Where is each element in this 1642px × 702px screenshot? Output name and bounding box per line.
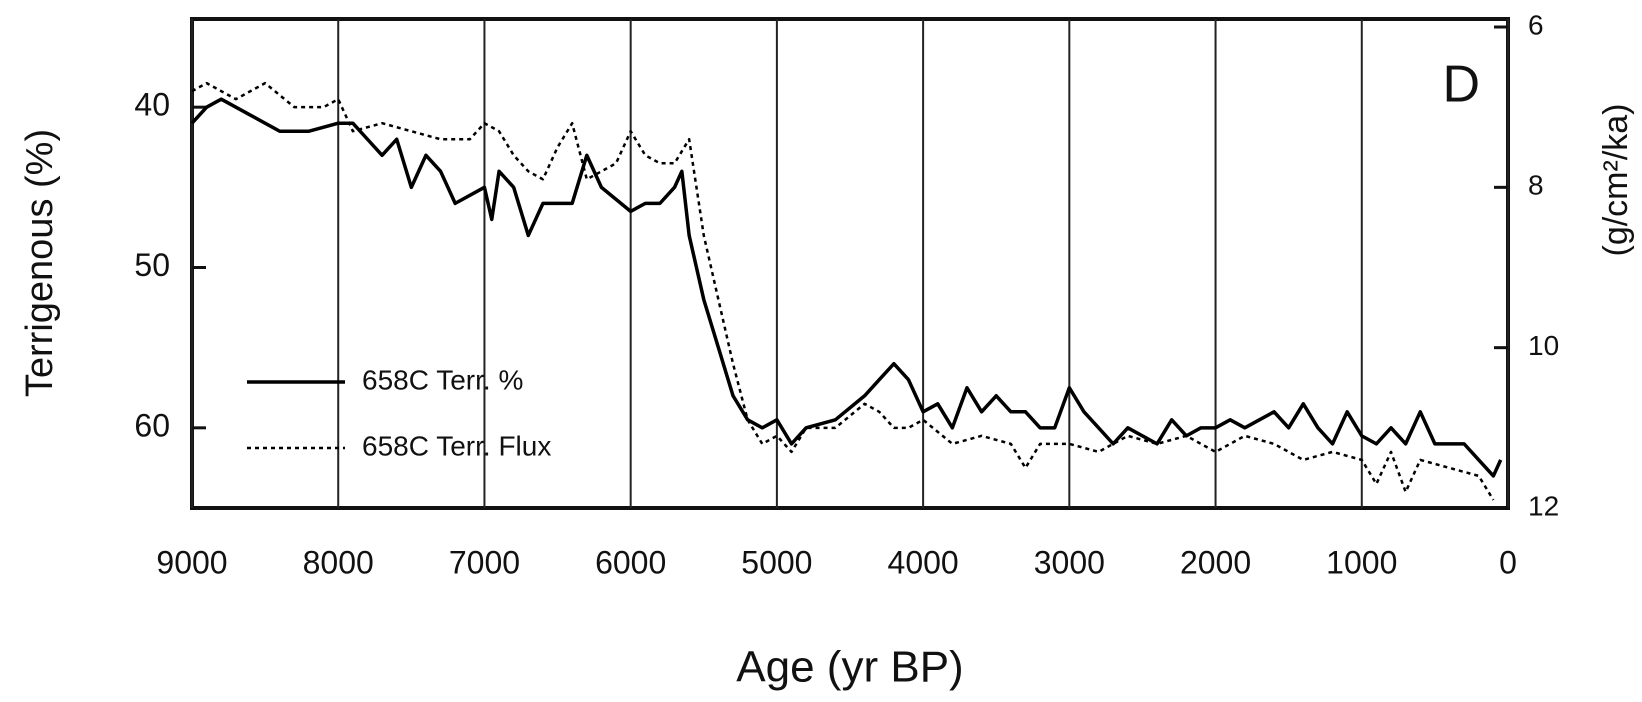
y2-tick-label: 10	[1528, 330, 1559, 361]
x-tick-label: 7000	[449, 544, 520, 580]
legend-label: 658C Terr. Flux	[362, 430, 551, 461]
x-tick-label: 9000	[156, 544, 227, 580]
x-tick-label: 1000	[1326, 544, 1397, 580]
y-tick-label: 40	[134, 87, 170, 123]
x-tick-label: 2000	[1180, 544, 1251, 580]
x-tick-label: 8000	[303, 544, 374, 580]
legend-label: 658C Terr. %	[362, 364, 523, 395]
panel-label: D	[1442, 56, 1480, 114]
x-tick-label: 3000	[1034, 544, 1105, 580]
series-line	[191, 81, 1495, 501]
x-tick-label: 4000	[888, 544, 959, 580]
y-tick-label: 60	[134, 407, 170, 443]
y2-tick-label: 6	[1528, 9, 1544, 40]
series-line	[190, 97, 1503, 478]
y-axis-title: Terrigenous (%)	[19, 129, 61, 397]
y2-tick-label: 12	[1528, 490, 1559, 521]
y2-axis-title: (g/cm²/ka)	[1597, 104, 1635, 257]
x-tick-label: 6000	[595, 544, 666, 580]
x-tick-label: 0	[1499, 544, 1517, 580]
y2-tick-label: 8	[1528, 170, 1544, 201]
x-axis-title: Age (yr BP)	[736, 643, 963, 692]
x-tick-label: 5000	[741, 544, 812, 580]
y-tick-label: 50	[134, 247, 170, 283]
